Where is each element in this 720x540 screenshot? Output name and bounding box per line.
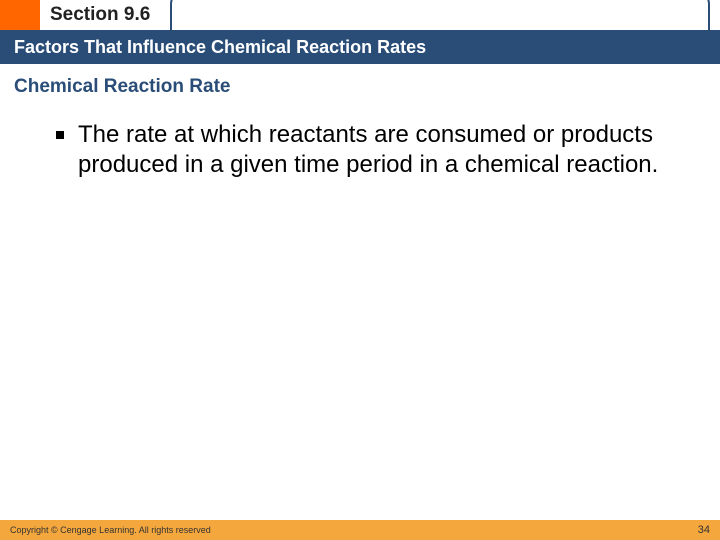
orange-accent-box: [0, 0, 40, 30]
bullet-text: The rate at which reactants are consumed…: [78, 120, 664, 180]
bullet-item: The rate at which reactants are consumed…: [56, 120, 664, 180]
section-label: Section 9.6: [50, 4, 150, 26]
slide-title: Factors That Influence Chemical Reaction…: [14, 37, 426, 58]
copyright-text: Copyright © Cengage Learning. All rights…: [10, 525, 211, 535]
title-band: Factors That Influence Chemical Reaction…: [0, 30, 720, 64]
tab-outline: [170, 0, 710, 30]
body-area: The rate at which reactants are consumed…: [56, 120, 664, 180]
footer-bar: Copyright © Cengage Learning. All rights…: [0, 520, 720, 540]
page-number: 34: [698, 524, 710, 536]
slide: Section 9.6 Factors That Influence Chemi…: [0, 0, 720, 540]
subheading: Chemical Reaction Rate: [14, 76, 230, 98]
bullet-dot-icon: [56, 131, 64, 139]
